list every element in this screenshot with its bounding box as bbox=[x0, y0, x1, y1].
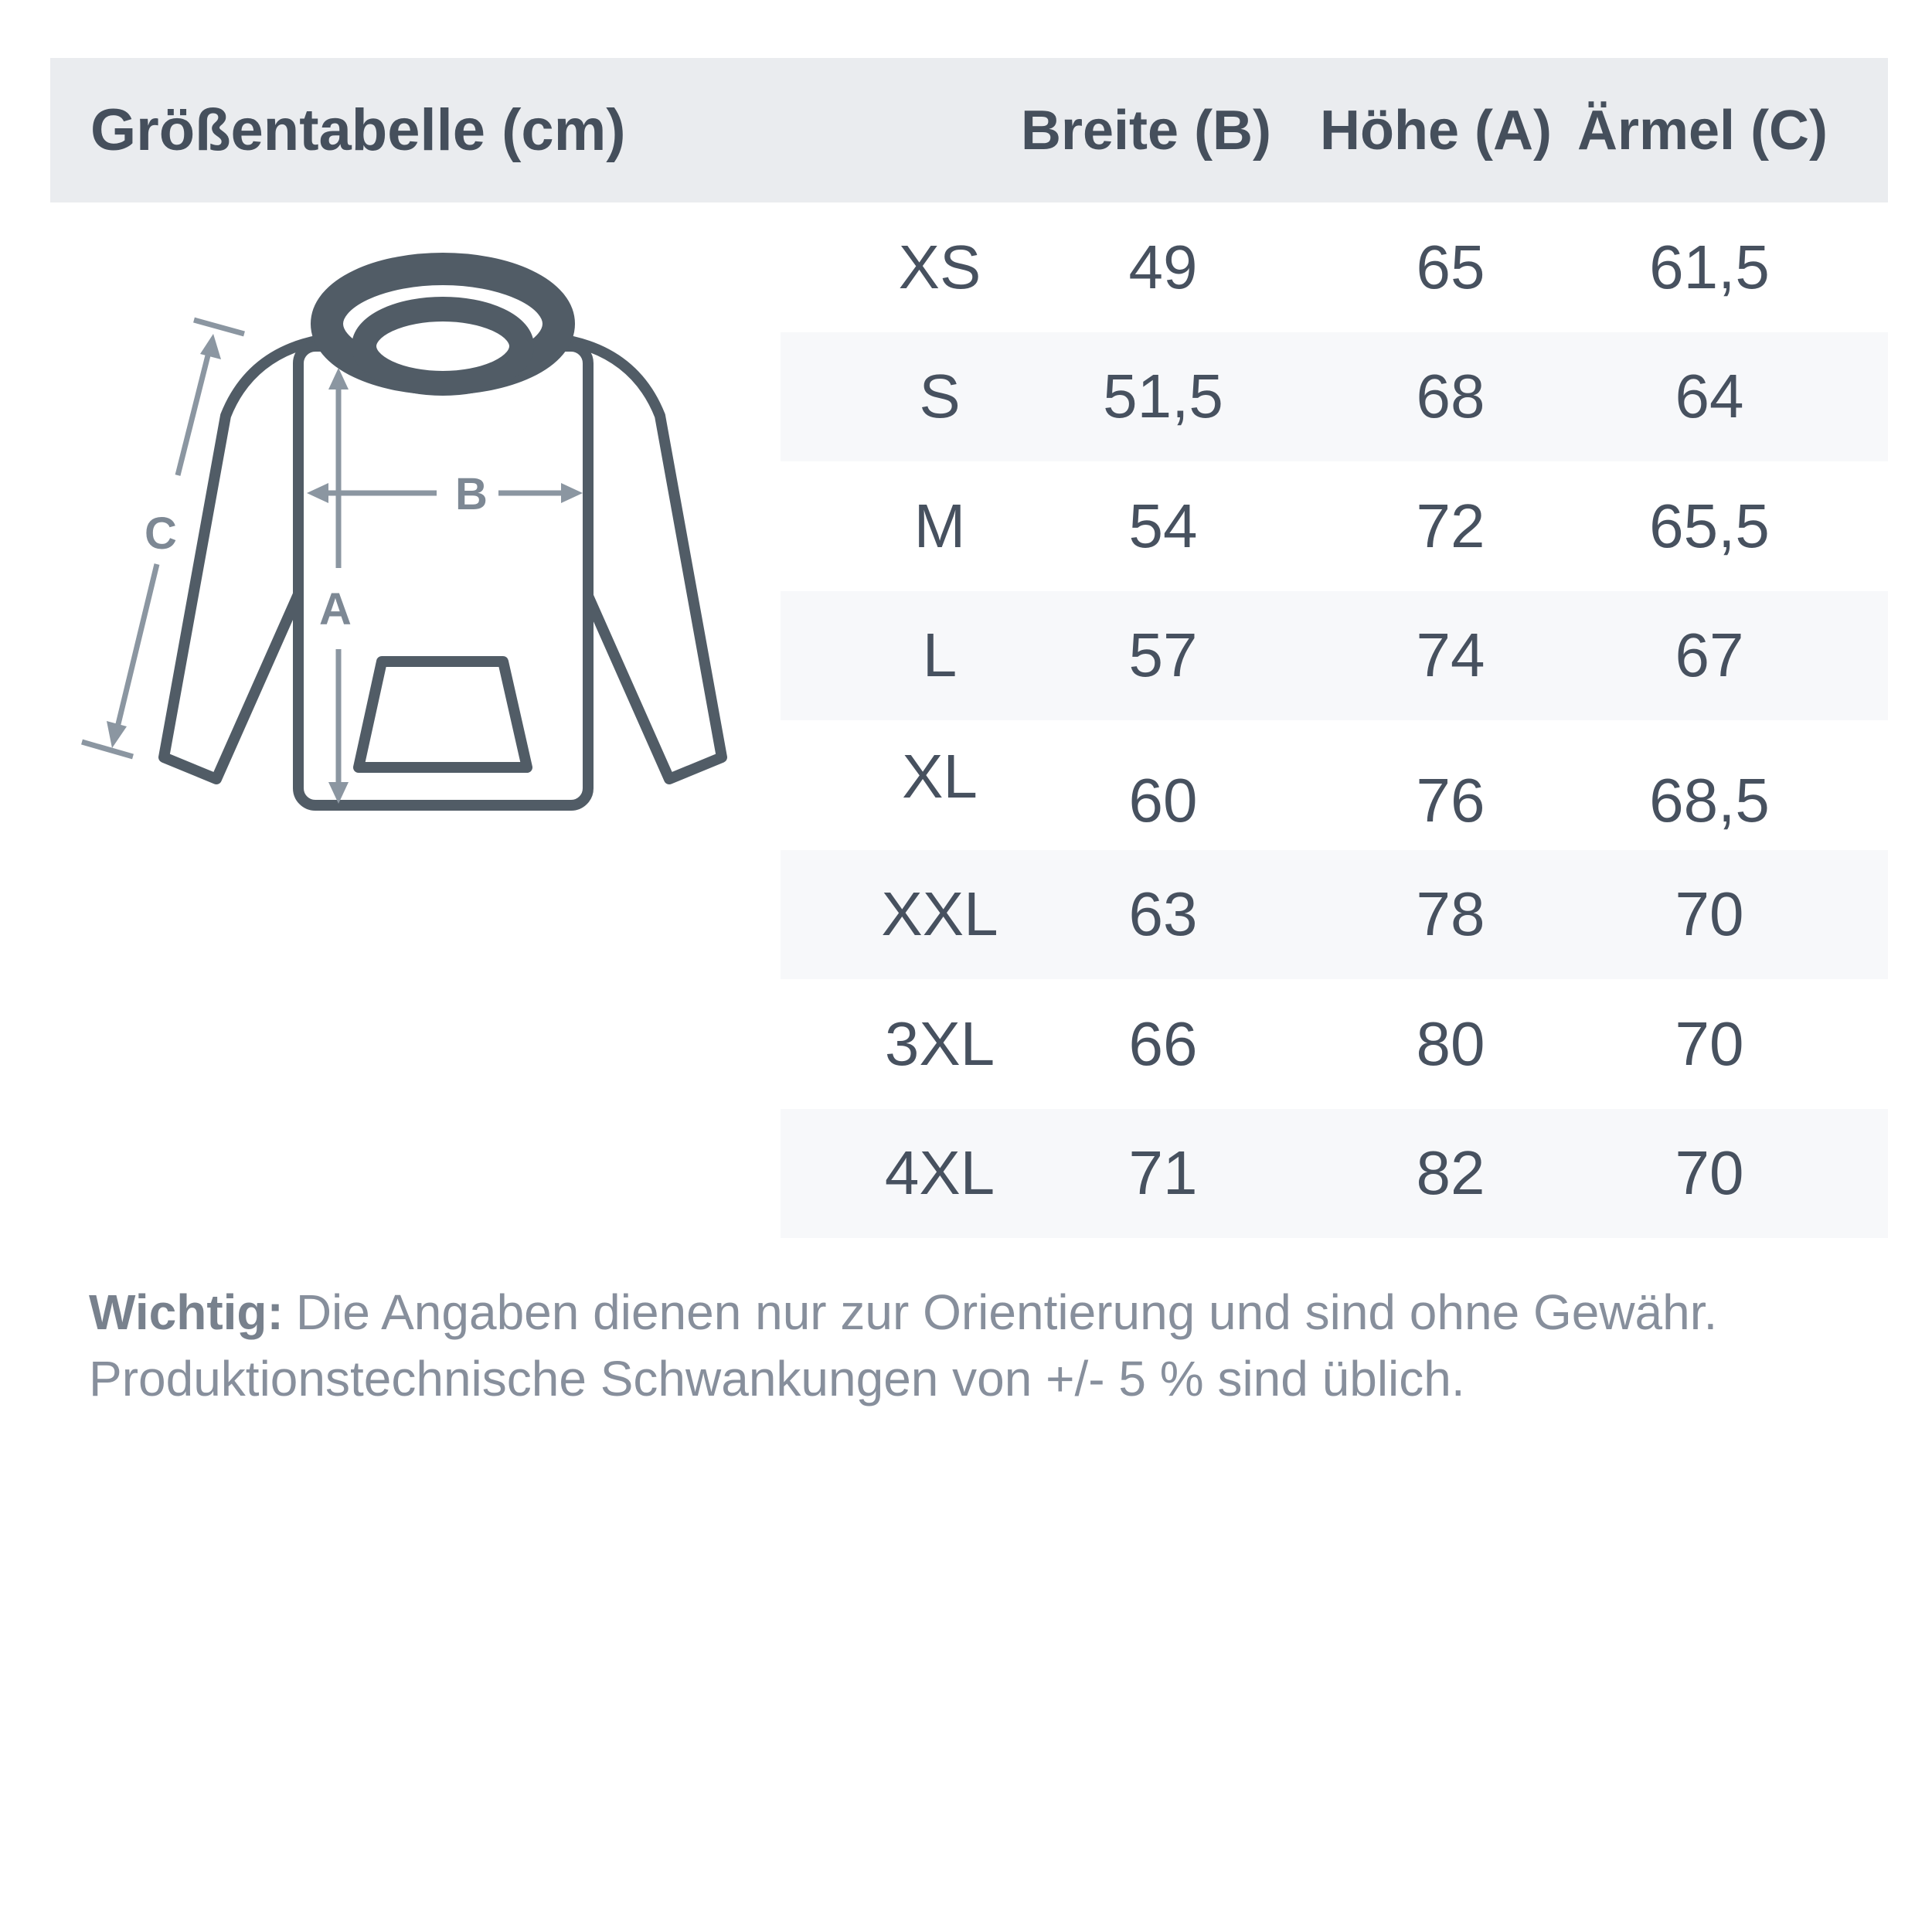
breite-value: 49 bbox=[1128, 232, 1198, 301]
sleeve-arrow-C bbox=[81, 317, 245, 760]
breite-value: 60 bbox=[1128, 765, 1198, 835]
aermel-value: 61,5 bbox=[1649, 232, 1770, 301]
footer-line-1: Wichtig: Die Angaben dienen nur zur Orien… bbox=[89, 1279, 1889, 1345]
hoehe-value: 82 bbox=[1416, 1138, 1485, 1208]
table-row-XS: XS 49 65 61,5 bbox=[781, 202, 1888, 332]
hoodie-hood bbox=[311, 253, 575, 396]
hoodie-measurement-diagram: A B C bbox=[81, 253, 727, 811]
aermel-value: 67 bbox=[1675, 621, 1744, 690]
aermel-value: 70 bbox=[1675, 1138, 1744, 1208]
column-header-breite: Breite (B) bbox=[1020, 99, 1272, 162]
column-header-aermel: Ärmel (C) bbox=[1577, 99, 1828, 162]
hoehe-value: 74 bbox=[1416, 621, 1485, 690]
table-row-XXL: XXL 63 78 70 bbox=[781, 849, 1888, 979]
footer-line-2: Produktionstechnische Schwankungen von +… bbox=[89, 1351, 1465, 1406]
breite-value: 57 bbox=[1128, 621, 1198, 690]
measurement-arrows bbox=[81, 317, 583, 804]
label-A: A bbox=[319, 584, 352, 634]
size-table-rows: XS 49 65 61,5 S 51,5 68 64 M 54 72 65,5 L 57 74 67 XL 60 7… bbox=[781, 202, 1888, 1238]
hoehe-value: 68 bbox=[1416, 362, 1485, 431]
size-label: L bbox=[922, 621, 957, 690]
aermel-value: 70 bbox=[1675, 879, 1744, 949]
size-label: 3XL bbox=[884, 1009, 995, 1078]
size-label: XXL bbox=[881, 879, 998, 949]
aermel-value: 65,5 bbox=[1649, 491, 1770, 560]
breite-value: 66 bbox=[1128, 1009, 1198, 1078]
table-row-M: M 54 72 65,5 bbox=[781, 461, 1888, 591]
aermel-value: 68,5 bbox=[1649, 765, 1770, 835]
size-label: XL bbox=[902, 741, 978, 811]
aermel-value: 64 bbox=[1675, 362, 1744, 431]
table-row-L: L 57 74 67 bbox=[781, 590, 1888, 720]
hoehe-value: 65 bbox=[1416, 232, 1485, 301]
aermel-value: 70 bbox=[1675, 1009, 1744, 1078]
table-row-S: S 51,5 68 64 bbox=[781, 332, 1888, 461]
table-row-3XL: 3XL 66 80 70 bbox=[781, 979, 1888, 1109]
breite-value: 54 bbox=[1128, 491, 1198, 560]
breite-value: 51,5 bbox=[1103, 362, 1223, 431]
hoehe-value: 80 bbox=[1416, 1009, 1485, 1078]
footer-emphasis: Wichtig: bbox=[89, 1284, 284, 1340]
hoehe-value: 78 bbox=[1416, 879, 1485, 949]
label-C: C bbox=[145, 509, 177, 559]
hoodie-pocket bbox=[353, 656, 532, 773]
page-title: Größentabelle (cm) bbox=[90, 97, 626, 163]
size-label: M bbox=[913, 491, 966, 560]
size-label: S bbox=[919, 362, 961, 431]
column-header-hoehe: Höhe (A) bbox=[1320, 99, 1552, 162]
breite-value: 63 bbox=[1128, 879, 1198, 949]
size-label: XS bbox=[898, 232, 981, 301]
table-row-4XL: 4XL 71 82 70 bbox=[781, 1108, 1888, 1238]
width-arrow-B bbox=[307, 483, 583, 503]
breite-value: 71 bbox=[1128, 1138, 1198, 1208]
height-arrow-A bbox=[328, 368, 349, 804]
footer-note: Wichtig: Die Angaben dienen nur zur Orien… bbox=[89, 1279, 1889, 1412]
measurement-labels: A B C bbox=[145, 469, 488, 634]
size-chart-header: Größentabelle (cm) Breite (B) Höhe (A) Ä… bbox=[50, 58, 1888, 202]
size-label: 4XL bbox=[884, 1138, 995, 1208]
hoehe-value: 76 bbox=[1416, 765, 1485, 835]
footer-line-1-text: Die Angaben dienen nur zur Orientierung … bbox=[295, 1284, 1718, 1340]
hoehe-value: 72 bbox=[1416, 491, 1485, 560]
label-B: B bbox=[455, 469, 488, 519]
table-row-XL: XL 60 76 68,5 bbox=[781, 720, 1888, 850]
